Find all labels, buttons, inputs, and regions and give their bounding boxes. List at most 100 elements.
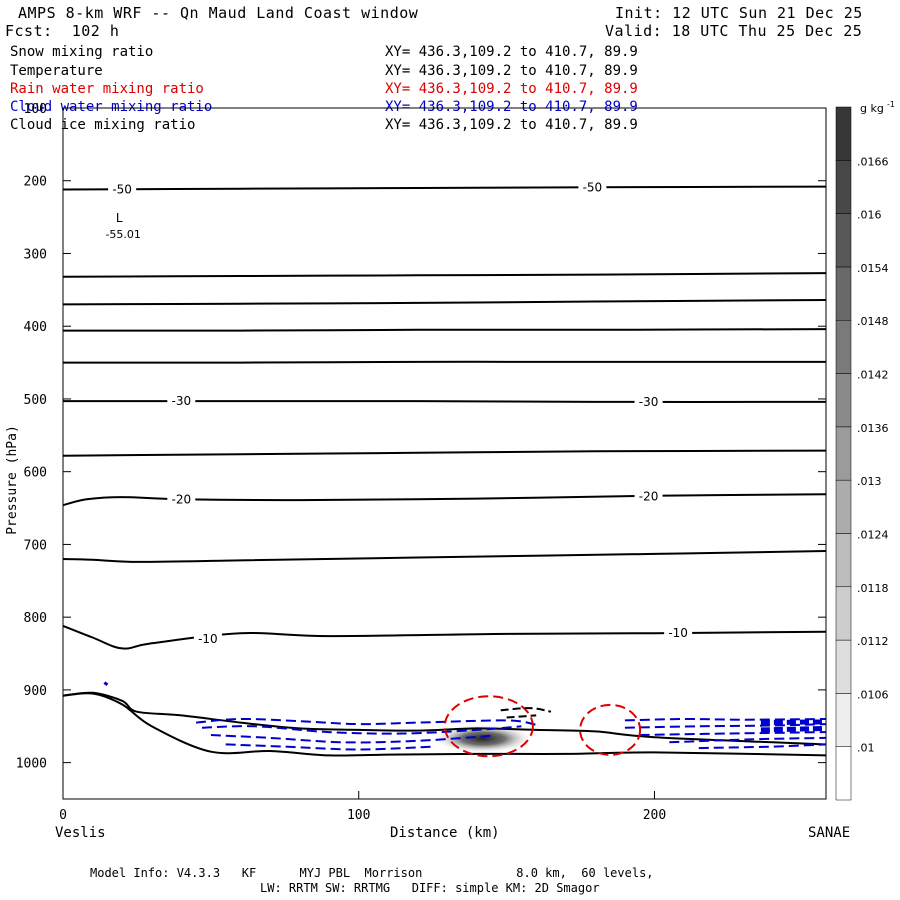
colorbar-tick-label: .0118 bbox=[857, 582, 889, 595]
temperature-contour bbox=[62, 328, 827, 332]
cloud-water-contour bbox=[225, 743, 433, 751]
colorbar-tick-label: .0166 bbox=[857, 155, 889, 168]
colorbar-tick-label: .0106 bbox=[857, 688, 889, 701]
field-cloudwater-name: Cloud water mixing ratio bbox=[10, 99, 213, 115]
colorbar-tick-label: .01 bbox=[857, 742, 875, 755]
colorbar-tick-label: .0142 bbox=[857, 369, 889, 382]
forecast-hour: Fcst: 102 h bbox=[5, 22, 120, 40]
y-tick-label: 200 bbox=[24, 175, 47, 190]
cloud-water-contour bbox=[760, 719, 827, 726]
y-tick-label: 600 bbox=[24, 466, 47, 481]
y-tick-label: 1000 bbox=[16, 757, 47, 772]
cloud-water-contour bbox=[201, 725, 522, 735]
field-rain-xy: XY= 436.3,109.2 to 410.7, 89.9 bbox=[385, 81, 638, 97]
y-tick-label: 700 bbox=[24, 538, 47, 553]
colorbar-swatch bbox=[835, 213, 852, 268]
cloud-water-contour bbox=[639, 731, 827, 736]
x-left-end-label: Veslis bbox=[55, 825, 106, 841]
temperature-label: -50 bbox=[112, 182, 132, 196]
colorbar-tick-label: .0112 bbox=[857, 635, 889, 648]
cloud-water-contour bbox=[698, 743, 827, 750]
colorbar-swatch bbox=[835, 479, 852, 534]
temperature-contour bbox=[62, 449, 827, 457]
cloud-ice-contour bbox=[500, 707, 552, 713]
field-temperature-xy: XY= 436.3,109.2 to 410.7, 89.9 bbox=[385, 63, 638, 79]
colorbar-swatch bbox=[835, 639, 852, 694]
x-tick-label: 200 bbox=[643, 808, 666, 823]
colorbar-tick-label: .0136 bbox=[857, 422, 889, 435]
colorbar-swatch bbox=[835, 693, 852, 747]
colorbar-swatch bbox=[835, 586, 852, 641]
temperature-contour bbox=[62, 272, 827, 278]
colorbar-unit-exponent: -1 bbox=[887, 100, 895, 109]
colorbar-swatch bbox=[835, 319, 852, 374]
plot-frame bbox=[62, 107, 827, 800]
colorbar-tick-label: .0124 bbox=[857, 528, 889, 541]
field-temperature-name: Temperature bbox=[10, 63, 103, 79]
field-rain-name: Rain water mixing ratio bbox=[10, 81, 204, 97]
colorbar-unit: g kg bbox=[860, 102, 884, 115]
terrain-line bbox=[62, 691, 827, 746]
field-snow-name: Snow mixing ratio bbox=[10, 44, 154, 60]
x-axis-label: Distance (km) bbox=[390, 825, 500, 841]
cloud-water-contour bbox=[103, 681, 109, 686]
colorbar-swatch bbox=[835, 426, 852, 481]
temperature-label-bg bbox=[664, 626, 693, 641]
y-tick-label: 300 bbox=[24, 247, 47, 262]
cloud-water-contour bbox=[669, 736, 827, 744]
temperature-contour bbox=[62, 360, 826, 364]
colorbar-tick-label: .016 bbox=[857, 209, 882, 222]
temperature-contour bbox=[62, 299, 827, 306]
model-physics: LW: RRTM SW: RRTMG DIFF: simple KM: 2D S… bbox=[260, 881, 600, 895]
y-tick-label: 400 bbox=[24, 320, 47, 335]
temperature-label: -30 bbox=[171, 394, 191, 408]
model-info: Model Info: V4.3.3 KF MYJ PBL Morrison 8… bbox=[90, 866, 654, 880]
temperature-contour bbox=[62, 185, 827, 191]
init-time: Init: 12 UTC Sun 21 Dec 25 bbox=[615, 4, 863, 22]
temperature-label: -20 bbox=[639, 489, 659, 503]
colorbar-swatch bbox=[835, 746, 852, 801]
y-tick-label: 800 bbox=[24, 611, 47, 626]
cloud-water-contour bbox=[624, 723, 827, 729]
colorbar-tick-label: .0148 bbox=[857, 315, 889, 328]
colorbar-swatch bbox=[835, 106, 852, 161]
temperature-label: -30 bbox=[639, 395, 659, 409]
cloud-water-contour bbox=[210, 734, 492, 744]
terrain-line bbox=[62, 692, 827, 757]
temperature-label: -20 bbox=[171, 492, 191, 506]
chart-title: AMPS 8-km WRF -- Qn Maud Land Coast wind… bbox=[18, 4, 419, 22]
temperature-label-bg bbox=[634, 394, 663, 409]
colorbar-tick-label: .0154 bbox=[857, 262, 889, 275]
rain-water-contour bbox=[579, 703, 642, 756]
colorbar-swatch bbox=[835, 266, 852, 321]
temperature-contour bbox=[62, 550, 827, 563]
field-snow-xy: XY= 436.3,109.2 to 410.7, 89.9 bbox=[385, 44, 638, 60]
field-cloudice-xy: XY= 436.3,109.2 to 410.7, 89.9 bbox=[385, 117, 638, 133]
y-tick-label: 500 bbox=[24, 393, 47, 408]
temperature-label: -10 bbox=[668, 626, 688, 640]
colorbar-tick-label: .013 bbox=[857, 475, 882, 488]
colorbar-swatch bbox=[835, 373, 852, 428]
cloud-water-contour bbox=[624, 717, 827, 722]
temperature-label-bg bbox=[167, 492, 196, 507]
valid-time: Valid: 18 UTC Thu 25 Dec 25 bbox=[605, 22, 863, 40]
y-axis-label: Pressure (hPa) bbox=[4, 425, 20, 535]
temperature-label-bg bbox=[634, 489, 663, 504]
temperature-label-bg bbox=[193, 631, 222, 646]
temperature-label: -50 bbox=[583, 180, 603, 194]
low-center-label: L bbox=[116, 211, 123, 225]
cloud-ice-contour bbox=[506, 714, 537, 719]
low-center-value: -55.01 bbox=[105, 228, 140, 241]
temperature-label-bg bbox=[108, 182, 137, 197]
x-tick-label: 0 bbox=[59, 808, 67, 823]
rain-water-contour bbox=[443, 695, 534, 758]
temperature-label-bg bbox=[167, 394, 196, 409]
x-tick-label: 100 bbox=[347, 808, 370, 823]
y-tick-label: 100 bbox=[24, 102, 47, 117]
cloud-water-contour bbox=[760, 725, 827, 733]
field-cloudice-name: Cloud ice mixing ratio bbox=[10, 117, 196, 133]
temperature-label-bg bbox=[578, 180, 607, 195]
temperature-label: -10 bbox=[198, 632, 218, 646]
colorbar-swatch bbox=[835, 160, 852, 214]
